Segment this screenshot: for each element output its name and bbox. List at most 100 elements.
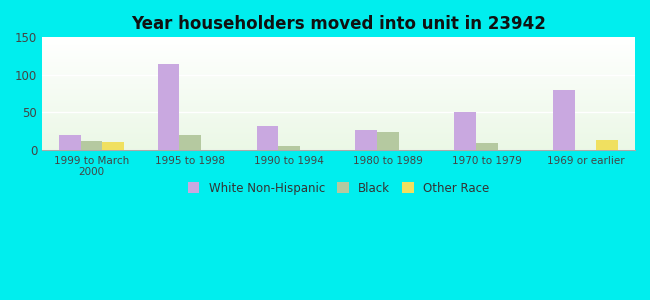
Bar <box>42 79 635 80</box>
Bar <box>42 142 635 143</box>
Bar <box>42 110 635 111</box>
Bar <box>42 144 635 145</box>
Title: Year householders moved into unit in 23942: Year householders moved into unit in 239… <box>131 15 546 33</box>
Bar <box>42 111 635 112</box>
Bar <box>42 101 635 102</box>
Bar <box>42 120 635 121</box>
Bar <box>42 133 635 134</box>
Bar <box>42 107 635 108</box>
Bar <box>42 48 635 49</box>
Bar <box>42 92 635 93</box>
Bar <box>42 77 635 78</box>
Bar <box>42 98 635 99</box>
Legend: White Non-Hispanic, Black, Other Race: White Non-Hispanic, Black, Other Race <box>184 178 493 198</box>
Bar <box>81 141 103 150</box>
Bar <box>42 103 635 104</box>
Bar <box>42 136 635 137</box>
Bar <box>42 138 635 139</box>
Bar <box>42 41 635 42</box>
Bar <box>42 113 635 114</box>
Bar <box>42 37 635 38</box>
Bar <box>42 93 635 94</box>
Bar <box>42 59 635 60</box>
Bar <box>42 58 635 59</box>
Bar <box>42 57 635 58</box>
Bar <box>42 71 635 72</box>
Bar <box>42 74 635 75</box>
Bar <box>42 56 635 57</box>
Bar <box>42 104 635 105</box>
Bar <box>42 105 635 106</box>
Bar <box>42 114 635 115</box>
Bar <box>42 123 635 124</box>
Bar <box>42 128 635 129</box>
Bar <box>42 65 635 66</box>
Bar <box>42 86 635 87</box>
Bar <box>103 142 124 150</box>
Bar <box>42 61 635 62</box>
Bar <box>42 117 635 118</box>
Bar <box>42 141 635 142</box>
Bar <box>377 132 399 150</box>
Bar <box>597 140 618 150</box>
Bar <box>42 55 635 56</box>
Bar <box>42 90 635 91</box>
Bar <box>42 135 635 136</box>
Bar <box>42 50 635 51</box>
Bar <box>42 81 635 82</box>
Bar <box>42 52 635 53</box>
Bar <box>42 126 635 127</box>
Bar <box>42 67 635 68</box>
Bar <box>42 45 635 46</box>
Bar <box>42 51 635 52</box>
Bar <box>42 137 635 138</box>
Bar <box>42 147 635 148</box>
Bar <box>42 99 635 100</box>
Bar <box>42 49 635 50</box>
Bar <box>42 140 635 141</box>
Bar <box>42 40 635 41</box>
Bar <box>42 85 635 86</box>
Bar <box>42 145 635 146</box>
Bar <box>42 60 635 61</box>
Bar <box>42 134 635 135</box>
Bar <box>257 126 278 150</box>
Bar <box>42 46 635 47</box>
Bar <box>42 61 635 62</box>
Bar <box>42 100 635 101</box>
Bar <box>42 38 635 39</box>
Bar <box>42 72 635 73</box>
Bar <box>42 96 635 97</box>
Bar <box>42 53 635 54</box>
Bar <box>42 70 635 71</box>
Bar <box>42 44 635 45</box>
Bar <box>42 118 635 119</box>
Bar <box>42 116 635 117</box>
Bar <box>42 68 635 69</box>
Bar <box>42 124 635 125</box>
Bar <box>42 102 635 103</box>
Bar <box>476 143 498 150</box>
Bar <box>553 90 575 150</box>
Bar <box>42 69 635 70</box>
Bar <box>42 121 635 122</box>
Bar <box>42 149 635 150</box>
Bar <box>42 62 635 63</box>
Bar <box>42 84 635 85</box>
Bar <box>42 64 635 65</box>
Bar <box>42 42 635 43</box>
Bar <box>42 88 635 89</box>
Bar <box>42 106 635 107</box>
Bar <box>42 80 635 81</box>
Bar <box>42 108 635 109</box>
Bar <box>59 135 81 150</box>
Bar <box>42 47 635 48</box>
Bar <box>42 75 635 76</box>
Bar <box>42 119 635 120</box>
Bar <box>278 146 300 150</box>
Bar <box>42 131 635 132</box>
Bar <box>42 112 635 113</box>
Bar <box>42 130 635 131</box>
Bar <box>42 115 635 116</box>
Bar <box>42 43 635 44</box>
